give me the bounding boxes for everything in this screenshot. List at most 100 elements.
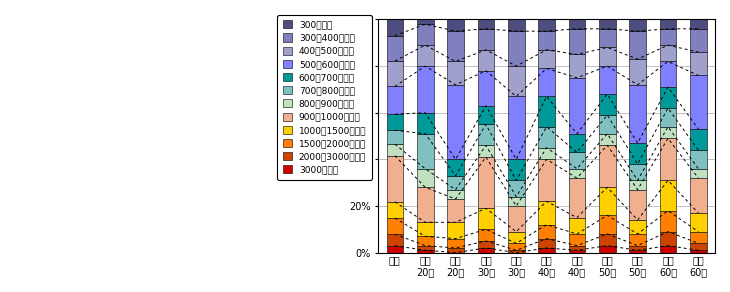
Bar (477, 145, 494, 157)
Bar (599, 115, 615, 134)
Bar (569, 20, 585, 29)
Bar (538, 201, 555, 225)
Bar (538, 148, 555, 159)
Bar (569, 55, 585, 78)
Bar (629, 59, 646, 85)
Bar (629, 85, 646, 143)
Bar (386, 218, 403, 234)
Bar (386, 246, 403, 253)
Bar (660, 246, 676, 253)
Bar (508, 250, 525, 253)
Bar (477, 71, 494, 106)
Bar (629, 180, 646, 190)
Bar (508, 96, 525, 159)
Bar (386, 20, 403, 36)
Bar (538, 159, 555, 201)
Bar (569, 78, 585, 134)
Bar (417, 134, 434, 169)
Bar (599, 246, 615, 253)
Bar (386, 86, 403, 114)
Bar (538, 248, 555, 253)
Bar (386, 114, 403, 130)
Bar (538, 31, 555, 50)
Bar (417, 45, 434, 66)
Bar (417, 24, 434, 45)
Bar (599, 94, 615, 115)
Bar (447, 239, 464, 248)
Bar (477, 124, 494, 145)
Bar (417, 246, 434, 250)
Bar (477, 248, 494, 253)
Bar (538, 20, 555, 31)
Bar (660, 87, 676, 108)
Bar (477, 241, 494, 248)
Bar (417, 169, 434, 187)
Bar (508, 243, 525, 250)
Bar (417, 250, 434, 253)
Bar (508, 197, 525, 206)
Bar (386, 61, 403, 86)
Bar (690, 52, 707, 75)
Bar (629, 20, 646, 31)
Bar (690, 250, 707, 253)
Bar (569, 134, 585, 152)
Bar (599, 187, 615, 215)
Bar (629, 190, 646, 220)
Bar (447, 31, 464, 61)
Bar (447, 176, 464, 190)
Bar (599, 20, 615, 29)
Bar (569, 218, 585, 234)
Bar (538, 96, 555, 127)
Bar (569, 178, 585, 218)
Bar (599, 234, 615, 246)
Bar (599, 66, 615, 94)
Bar (508, 180, 525, 197)
Bar (599, 145, 615, 187)
Bar (508, 232, 525, 243)
Bar (599, 29, 615, 48)
Bar (538, 127, 555, 148)
Bar (386, 130, 403, 144)
Bar (629, 220, 646, 234)
Bar (629, 143, 646, 164)
Bar (447, 222, 464, 239)
Bar (660, 232, 676, 246)
Bar (569, 169, 585, 178)
Bar (660, 108, 676, 127)
Bar (447, 190, 464, 199)
Bar (538, 68, 555, 96)
Bar (477, 20, 494, 29)
Bar (477, 157, 494, 208)
Bar (417, 236, 434, 246)
Bar (538, 50, 555, 68)
Bar (477, 208, 494, 229)
Bar (660, 29, 676, 45)
Bar (508, 66, 525, 96)
Bar (660, 20, 676, 29)
Bar (660, 180, 676, 211)
Bar (386, 36, 403, 61)
Bar (477, 106, 494, 124)
Bar (660, 211, 676, 232)
Bar (690, 178, 707, 213)
Bar (417, 20, 434, 24)
Bar (629, 246, 646, 250)
Bar (599, 215, 615, 234)
Bar (447, 159, 464, 176)
Bar (690, 29, 707, 52)
Bar (629, 31, 646, 59)
Bar (508, 20, 525, 31)
Bar (690, 169, 707, 178)
Bar (417, 66, 434, 113)
Bar (386, 144, 403, 156)
Bar (386, 156, 403, 202)
Bar (447, 248, 464, 253)
Bar (569, 152, 585, 169)
Bar (538, 239, 555, 248)
Bar (690, 75, 707, 129)
Bar (386, 202, 403, 218)
Bar (660, 61, 676, 87)
Bar (508, 31, 525, 66)
Bar (508, 159, 525, 180)
Bar (690, 20, 707, 29)
